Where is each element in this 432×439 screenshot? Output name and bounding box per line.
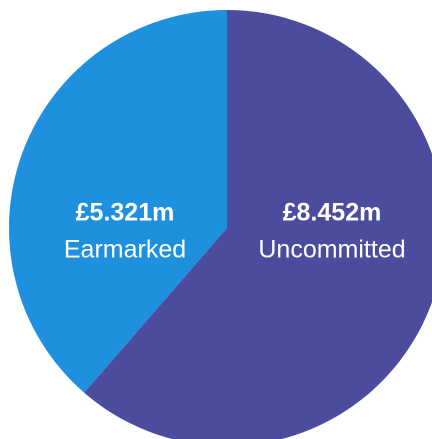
pie-slice (84, 10, 432, 439)
category-label: Uncommitted (258, 236, 405, 264)
value-label: £5.321m (76, 199, 175, 227)
pie-slice (9, 10, 228, 393)
category-label: Earmarked (64, 236, 186, 264)
value-label: £8.452m (283, 199, 382, 227)
